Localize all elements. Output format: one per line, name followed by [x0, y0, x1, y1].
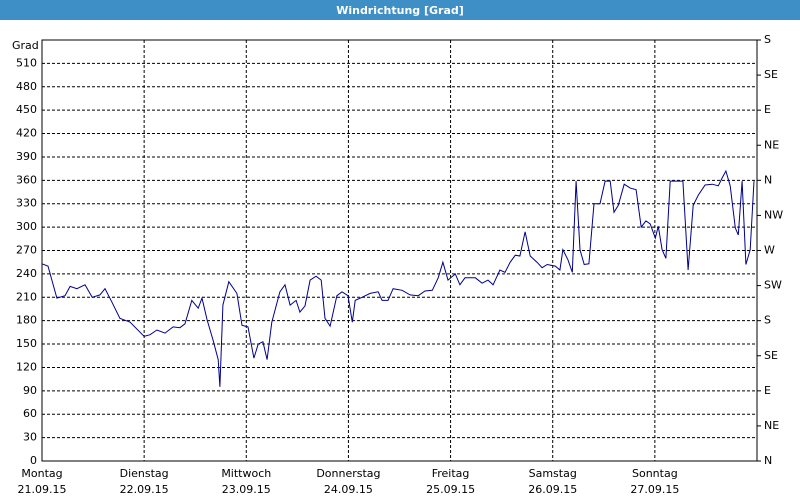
chart-title: Windrichtung [Grad] [336, 4, 464, 17]
y-tick-label: 420 [16, 127, 37, 140]
x-tick-sublabel: 23.09.15 [222, 483, 271, 496]
x-tick-sublabel: 27.09.15 [630, 483, 679, 496]
y2-tick-label: SW [764, 279, 782, 292]
y2-tick-label: SE [764, 349, 778, 362]
y-tick-label: 450 [16, 103, 37, 116]
y-tick-label: 330 [16, 197, 37, 210]
x-tick-label: Dienstag [120, 467, 169, 480]
y-tick-label: 210 [16, 290, 37, 303]
y-tick-label: 60 [23, 407, 37, 420]
x-tick-label: Donnerstag [316, 467, 380, 480]
y2-tick-label: S [764, 33, 771, 46]
y-tick-label: 120 [16, 360, 37, 373]
y-tick-label: 480 [16, 80, 37, 93]
y2-tick-label: E [764, 103, 771, 116]
y-tick-label: 240 [16, 267, 37, 280]
x-tick-label: Samstag [529, 467, 577, 480]
y-tick-label: 300 [16, 220, 37, 233]
y2-tick-label: NE [764, 419, 779, 432]
x-tick-sublabel: 21.09.15 [18, 483, 67, 496]
y-tick-label: 0 [30, 454, 37, 467]
y2-tick-label: W [764, 244, 775, 257]
x-tick-label: Freitag [432, 467, 470, 480]
y-tick-label: 90 [23, 384, 37, 397]
y2-tick-label: S [764, 314, 771, 327]
x-tick-sublabel: 25.09.15 [426, 483, 475, 496]
x-tick-sublabel: 26.09.15 [528, 483, 577, 496]
x-tick-sublabel: 24.09.15 [324, 483, 373, 496]
y-tick-label: 30 [23, 431, 37, 444]
plot-border [41, 39, 758, 462]
x-tick-label: Montag [21, 467, 62, 480]
y-tick-label: 180 [16, 314, 37, 327]
y2-tick-label: N [764, 454, 772, 467]
y-axis-label: Grad [12, 39, 39, 52]
y2-tick-label: N [764, 173, 772, 186]
x-tick-label: Sonntag [632, 467, 678, 480]
x-tick-sublabel: 22.09.15 [120, 483, 169, 496]
y2-tick-label: E [764, 384, 771, 397]
y-tick-label: 150 [16, 337, 37, 350]
y2-tick-label: SE [764, 68, 778, 81]
y2-tick-label: NE [764, 138, 779, 151]
data-line [41, 169, 755, 387]
y-tick-label: 360 [16, 173, 37, 186]
y2-tick-label: NW [764, 208, 783, 221]
x-tick-label: Mittwoch [221, 467, 271, 480]
title-bar [0, 0, 800, 20]
y-tick-label: 390 [16, 150, 37, 163]
y-tick-label: 270 [16, 244, 37, 257]
y-tick-label: 510 [16, 56, 37, 69]
